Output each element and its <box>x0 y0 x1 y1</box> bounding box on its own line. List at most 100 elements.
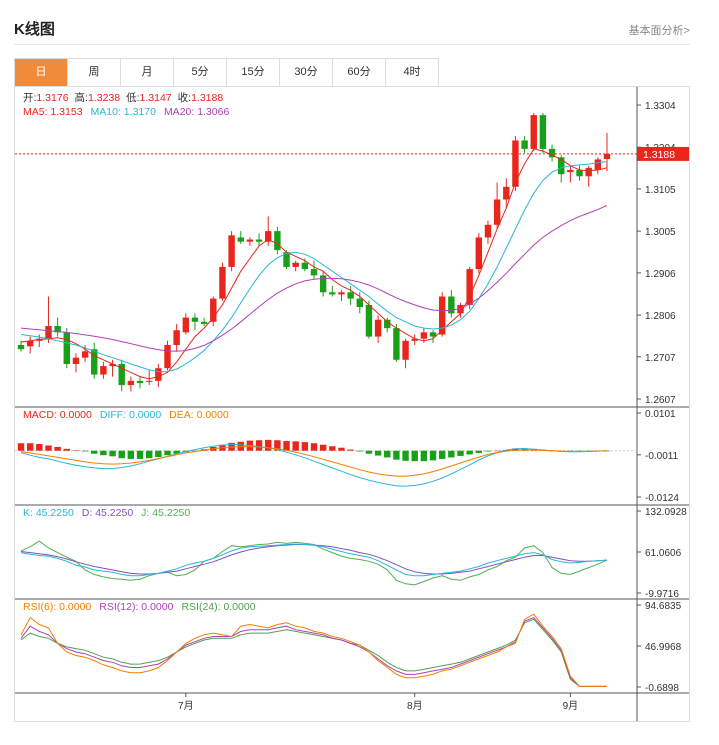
tab-week[interactable]: 周 <box>68 59 121 86</box>
macd-bar <box>54 446 61 451</box>
macd-tick-label: -0.0124 <box>645 493 679 504</box>
macd-bar <box>393 450 400 460</box>
candle-body <box>246 239 254 242</box>
candle-body <box>558 157 565 175</box>
candle-body <box>292 262 299 267</box>
tab-30min[interactable]: 30分 <box>280 59 333 86</box>
open-label: 开: <box>23 92 36 104</box>
candle-body <box>237 237 244 242</box>
candle-body <box>438 296 446 335</box>
rsi6-line <box>20 613 607 687</box>
candle-body <box>503 186 510 200</box>
current-price-label: 1.3188 <box>643 149 675 161</box>
kdj-tick-label: -9.9716 <box>645 589 679 600</box>
kline-chart[interactable]: 1.33041.32041.31051.30051.29061.28061.27… <box>15 87 689 721</box>
macd-bar <box>384 450 391 458</box>
k-value: K: 45.2250 <box>23 507 74 519</box>
j-line <box>20 540 608 586</box>
candle-body <box>45 326 52 340</box>
candle-body <box>191 317 199 322</box>
month-tick-label: 9月 <box>563 700 579 712</box>
tab-month[interactable]: 月 <box>121 59 174 86</box>
ma5-line <box>20 148 608 380</box>
macd-bar <box>127 450 135 459</box>
candle-body <box>100 366 107 375</box>
macd-bar <box>493 450 501 452</box>
current-price-tag <box>637 146 689 161</box>
macd-bar <box>438 450 446 459</box>
candle-body <box>374 319 382 337</box>
candle-body <box>603 153 611 159</box>
macd-bar <box>484 450 492 452</box>
macd-bar <box>402 450 409 461</box>
candle-body <box>91 349 98 375</box>
diff-line <box>20 443 608 487</box>
diff-value: DIFF: 0.0000 <box>100 409 161 421</box>
candle-body <box>17 345 25 350</box>
price-tick-label: 1.3005 <box>645 227 676 238</box>
candles <box>17 113 611 392</box>
macd-bar <box>356 450 363 452</box>
candle-body <box>384 319 391 329</box>
candle-body <box>393 328 400 360</box>
high-value: 1.3238 <box>88 92 120 104</box>
tab-day[interactable]: 日 <box>15 59 68 86</box>
candle-body <box>493 199 501 225</box>
ma20-line <box>20 204 608 352</box>
macd-bar <box>265 439 272 451</box>
candle-body <box>365 304 373 337</box>
candle-body <box>448 296 455 314</box>
rsi-tick-label: 94.6835 <box>645 601 682 612</box>
period-tabs: 日 周 月 5分 15分 30分 60分 4时 <box>14 58 439 87</box>
rsi12-value: RSI(12): 0.0000 <box>99 601 173 613</box>
chart-panel: 1.33041.32041.31051.30051.29061.28061.27… <box>14 86 690 722</box>
tab-15min[interactable]: 15分 <box>227 59 280 86</box>
candle-body <box>274 231 281 251</box>
candle-body <box>356 298 363 308</box>
macd-bar <box>191 450 199 452</box>
x-axis-ticks: 7月 8月 9月 <box>178 693 578 712</box>
macd-bar <box>329 446 336 451</box>
candle-body <box>182 317 190 333</box>
price-tick-label: 1.2906 <box>645 269 676 280</box>
tab-4hour[interactable]: 4时 <box>386 59 439 86</box>
y-axis-ticks: 1.33041.32041.31051.30051.29061.28061.27… <box>637 101 687 694</box>
kdj-tick-label: 61.0606 <box>645 548 682 559</box>
ma10-line <box>20 161 608 373</box>
price-tick-label: 1.2707 <box>645 353 676 364</box>
macd-bar <box>173 450 180 454</box>
candle-body <box>484 224 492 238</box>
tab-60min[interactable]: 60分 <box>333 59 386 86</box>
open-value: 1.3176 <box>36 92 68 104</box>
macd-bar <box>457 450 464 456</box>
candle-body <box>54 326 61 333</box>
dea-line <box>20 446 608 477</box>
fundamental-analysis-link[interactable]: 基本面分析> <box>628 25 690 37</box>
macd-bar <box>72 450 80 451</box>
month-tick-label: 7月 <box>178 700 194 712</box>
candle-body <box>219 266 226 299</box>
low-value: 1.3147 <box>140 92 172 104</box>
macd-bar <box>100 450 107 456</box>
d-line <box>20 544 608 575</box>
macd-legend: MACD: 0.0000 DIFF: 0.0000 DEA: 0.0000 <box>23 409 229 421</box>
tab-5min[interactable]: 5分 <box>174 59 227 86</box>
page-title: K线图 <box>14 21 55 38</box>
candle-body <box>127 380 135 386</box>
macd-bar <box>310 443 318 451</box>
rsi-tick-label: 46.9968 <box>645 642 682 653</box>
close-label: 收: <box>178 91 191 104</box>
candle-body <box>210 298 217 322</box>
macd-bar <box>292 441 299 451</box>
candle-body <box>521 140 528 149</box>
candle-body <box>200 321 208 324</box>
candle-body <box>265 231 272 242</box>
macd-tick-label: -0.0011 <box>645 451 679 462</box>
candle-body <box>26 340 34 347</box>
candle-body <box>81 351 89 358</box>
ma10-legend: MA10: 1.3170 <box>91 106 157 118</box>
rsi24-line <box>20 618 607 687</box>
rsi12-line <box>20 617 607 687</box>
